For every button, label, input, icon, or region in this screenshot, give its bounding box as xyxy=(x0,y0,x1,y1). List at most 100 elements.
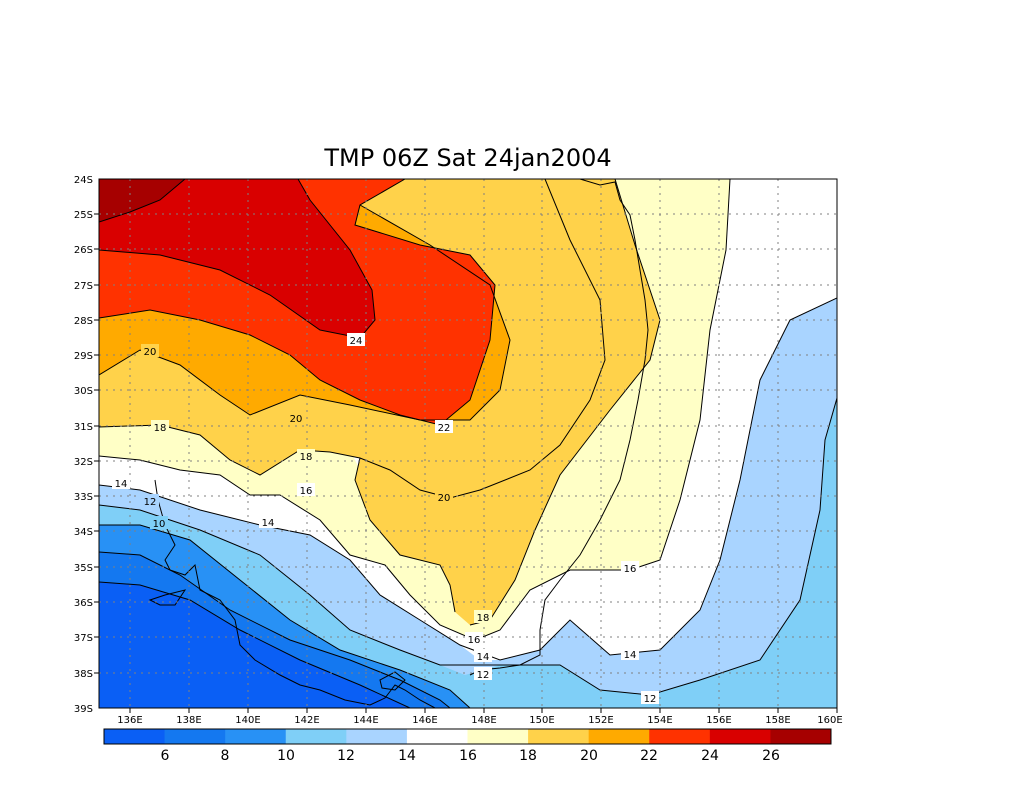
svg-text:24: 24 xyxy=(350,336,363,347)
colorbar-swatch xyxy=(346,729,408,744)
contour-label: 16 xyxy=(621,561,639,575)
lat-label: 36S xyxy=(74,598,93,609)
lat-label: 33S xyxy=(74,492,93,503)
svg-text:20: 20 xyxy=(290,414,303,425)
colorbar-label: 18 xyxy=(519,748,537,764)
lon-label: 156E xyxy=(706,715,731,726)
colorbar-label: 10 xyxy=(277,748,295,764)
lon-label: 146E xyxy=(412,715,437,726)
contour-label: 12 xyxy=(141,494,159,508)
band-20-east xyxy=(355,179,660,625)
map-title: TMP 06Z Sat 24jan2004 xyxy=(323,144,611,172)
lat-label: 25S xyxy=(74,210,93,221)
lon-label: 140E xyxy=(235,715,260,726)
colorbar-swatch xyxy=(285,729,347,744)
contour-label: 14 xyxy=(259,515,277,529)
svg-text:16: 16 xyxy=(624,564,637,575)
latitude-labels: 24S 25S 26S 27S 28S 29S 30S 31S 32S 33S … xyxy=(74,175,93,715)
colorbar-swatch xyxy=(588,729,650,744)
contour-label: 14 xyxy=(474,649,492,663)
colorbar-swatch xyxy=(528,729,590,744)
svg-text:14: 14 xyxy=(262,518,275,529)
lat-label: 39S xyxy=(74,704,93,715)
svg-text:14: 14 xyxy=(115,479,128,490)
lat-label: 37S xyxy=(74,633,93,644)
contour-label: 14 xyxy=(621,647,639,661)
contour-label: 18 xyxy=(474,610,492,624)
axis-ticks xyxy=(94,213,838,713)
colorbar-swatch xyxy=(406,729,468,744)
contour-label: 22 xyxy=(435,420,453,434)
colorbar-swatch xyxy=(104,729,166,744)
svg-text:14: 14 xyxy=(477,652,490,663)
svg-text:18: 18 xyxy=(300,452,313,463)
coastline xyxy=(148,179,649,708)
lat-label: 29S xyxy=(74,351,93,362)
contour-label: 12 xyxy=(474,667,492,681)
colorbar-label: 14 xyxy=(398,748,416,764)
contour-label: 20 xyxy=(287,411,305,425)
lon-label: 136E xyxy=(117,715,142,726)
colorbar-frame xyxy=(103,728,832,745)
contour-label: 16 xyxy=(465,632,483,646)
lon-label: 138E xyxy=(176,715,201,726)
contour-label: 24 xyxy=(347,333,365,347)
longitude-labels: 136E 138E 140E 142E 144E 146E 148E 150E … xyxy=(117,715,842,726)
lat-label: 24S xyxy=(74,175,93,186)
plot-area xyxy=(99,179,837,708)
contour-label: 14 xyxy=(112,476,130,490)
lon-label: 142E xyxy=(294,715,319,726)
svg-text:12: 12 xyxy=(477,670,490,681)
colorbar-swatch xyxy=(225,729,287,744)
contour-labels: 20 24 18 20 22 18 16 20 14 12 10 14 18 1… xyxy=(112,333,659,705)
svg-text:20: 20 xyxy=(438,493,451,504)
colorbar-label: 12 xyxy=(337,748,355,764)
lon-label: 160E xyxy=(817,715,842,726)
colorbar-label: 20 xyxy=(580,748,598,764)
lat-label: 30S xyxy=(74,386,93,397)
contour-label: 16 xyxy=(297,483,315,497)
band-24 xyxy=(99,179,495,425)
contour-label: 20 xyxy=(435,490,453,504)
lat-label: 32S xyxy=(74,457,93,468)
lat-label: 34S xyxy=(74,527,93,538)
lat-label: 26S xyxy=(74,245,93,256)
colorbar-swatch xyxy=(164,729,226,744)
colorbar-label: 16 xyxy=(459,748,477,764)
svg-text:16: 16 xyxy=(300,486,313,497)
svg-text:10: 10 xyxy=(153,519,166,530)
colorbar: 6 8 10 12 14 16 18 20 22 24 26 xyxy=(103,728,832,764)
lat-label: 35S xyxy=(74,563,93,574)
band-26 xyxy=(99,179,375,338)
band-20 xyxy=(99,179,605,498)
colorbar-swatch xyxy=(467,729,529,744)
contour-label: 10 xyxy=(150,516,168,530)
lat-label: 31S xyxy=(74,422,93,433)
svg-text:12: 12 xyxy=(644,694,657,705)
colorbar-swatches xyxy=(104,729,832,744)
colorbar-swatch xyxy=(649,729,711,744)
contour-label: 12 xyxy=(641,691,659,705)
lon-label: 158E xyxy=(765,715,790,726)
lon-label: 148E xyxy=(471,715,496,726)
svg-text:22: 22 xyxy=(438,423,451,434)
svg-text:14: 14 xyxy=(624,650,637,661)
svg-text:20: 20 xyxy=(144,347,157,358)
lon-label: 144E xyxy=(353,715,378,726)
colorbar-label: 6 xyxy=(161,748,170,764)
lat-label: 38S xyxy=(74,669,93,680)
colorbar-swatch xyxy=(770,729,832,744)
svg-text:18: 18 xyxy=(477,613,490,624)
svg-text:16: 16 xyxy=(468,635,481,646)
colorbar-labels: 6 8 10 12 14 16 18 20 22 24 26 xyxy=(161,748,780,764)
lat-label: 28S xyxy=(74,316,93,327)
lon-label: 152E xyxy=(588,715,613,726)
svg-text:18: 18 xyxy=(154,423,167,434)
band-6 xyxy=(99,582,410,708)
colorbar-label: 26 xyxy=(762,748,780,764)
colorbar-label: 22 xyxy=(640,748,658,764)
contour-label: 18 xyxy=(151,420,169,434)
svg-text:12: 12 xyxy=(144,497,157,508)
colorbar-swatch xyxy=(709,729,771,744)
